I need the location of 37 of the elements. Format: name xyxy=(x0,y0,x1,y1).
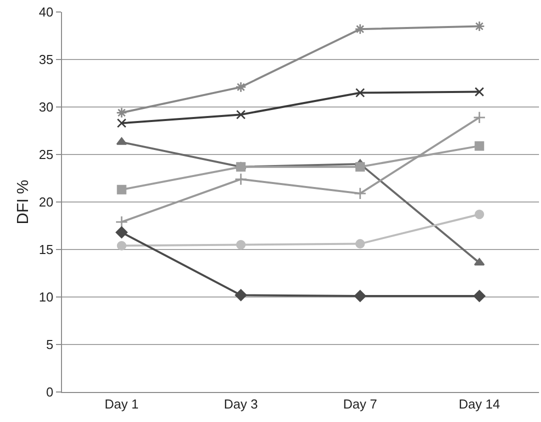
point xyxy=(116,118,126,128)
y-tick-label: 25 xyxy=(38,147,54,162)
point xyxy=(234,289,247,302)
point xyxy=(474,210,484,220)
y-tick-label: 40 xyxy=(38,4,54,20)
x-tick-label: Day 7 xyxy=(343,396,378,412)
point xyxy=(354,290,366,302)
y-tick-label: 5 xyxy=(46,337,54,352)
point xyxy=(116,240,126,250)
point xyxy=(234,172,248,186)
y-tick-label: 0 xyxy=(46,384,54,400)
point xyxy=(116,137,127,145)
point xyxy=(116,226,128,238)
point xyxy=(116,184,126,194)
point xyxy=(355,88,365,98)
y-tick-label: 30 xyxy=(38,100,54,115)
point xyxy=(473,290,486,302)
point xyxy=(474,141,484,151)
point xyxy=(235,82,246,93)
point xyxy=(473,111,486,124)
x-tick-label: Day 3 xyxy=(224,396,258,412)
point xyxy=(355,239,365,249)
y-axis-title: DFI % xyxy=(14,180,32,224)
y-tick-label: 35 xyxy=(38,52,54,68)
point xyxy=(115,216,128,228)
y-tick-label: 15 xyxy=(38,242,54,258)
x-tick-label: Day 14 xyxy=(458,396,500,412)
point xyxy=(474,87,484,97)
point xyxy=(354,187,366,200)
point xyxy=(236,110,246,120)
point xyxy=(355,162,365,172)
point xyxy=(116,107,128,118)
y-tick-label: 20 xyxy=(38,194,54,210)
y-tick-label: 10 xyxy=(38,290,54,305)
point xyxy=(236,240,246,250)
x-tick-label: Day 1 xyxy=(104,396,139,412)
point xyxy=(474,258,485,266)
